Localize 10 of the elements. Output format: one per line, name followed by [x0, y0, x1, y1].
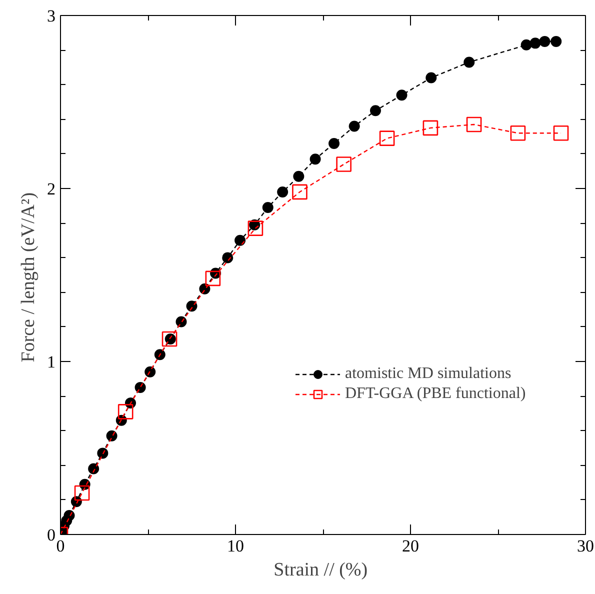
x-tick-label: 30 — [577, 536, 594, 556]
legend-label: DFT-GGA (PBE functional) — [345, 385, 526, 403]
y-axis-title: Force / length (eV/A²) — [18, 192, 39, 362]
x-axis-title: Strain // (%) — [274, 560, 368, 580]
y-tick-label: 3 — [47, 6, 56, 26]
legend-label: atomistic MD simulations — [345, 365, 512, 383]
y-tick-label: 1 — [47, 352, 56, 372]
x-tick-label: 20 — [402, 536, 419, 556]
x-tick-label: 10 — [227, 536, 244, 556]
y-tick-label: 2 — [47, 180, 56, 198]
